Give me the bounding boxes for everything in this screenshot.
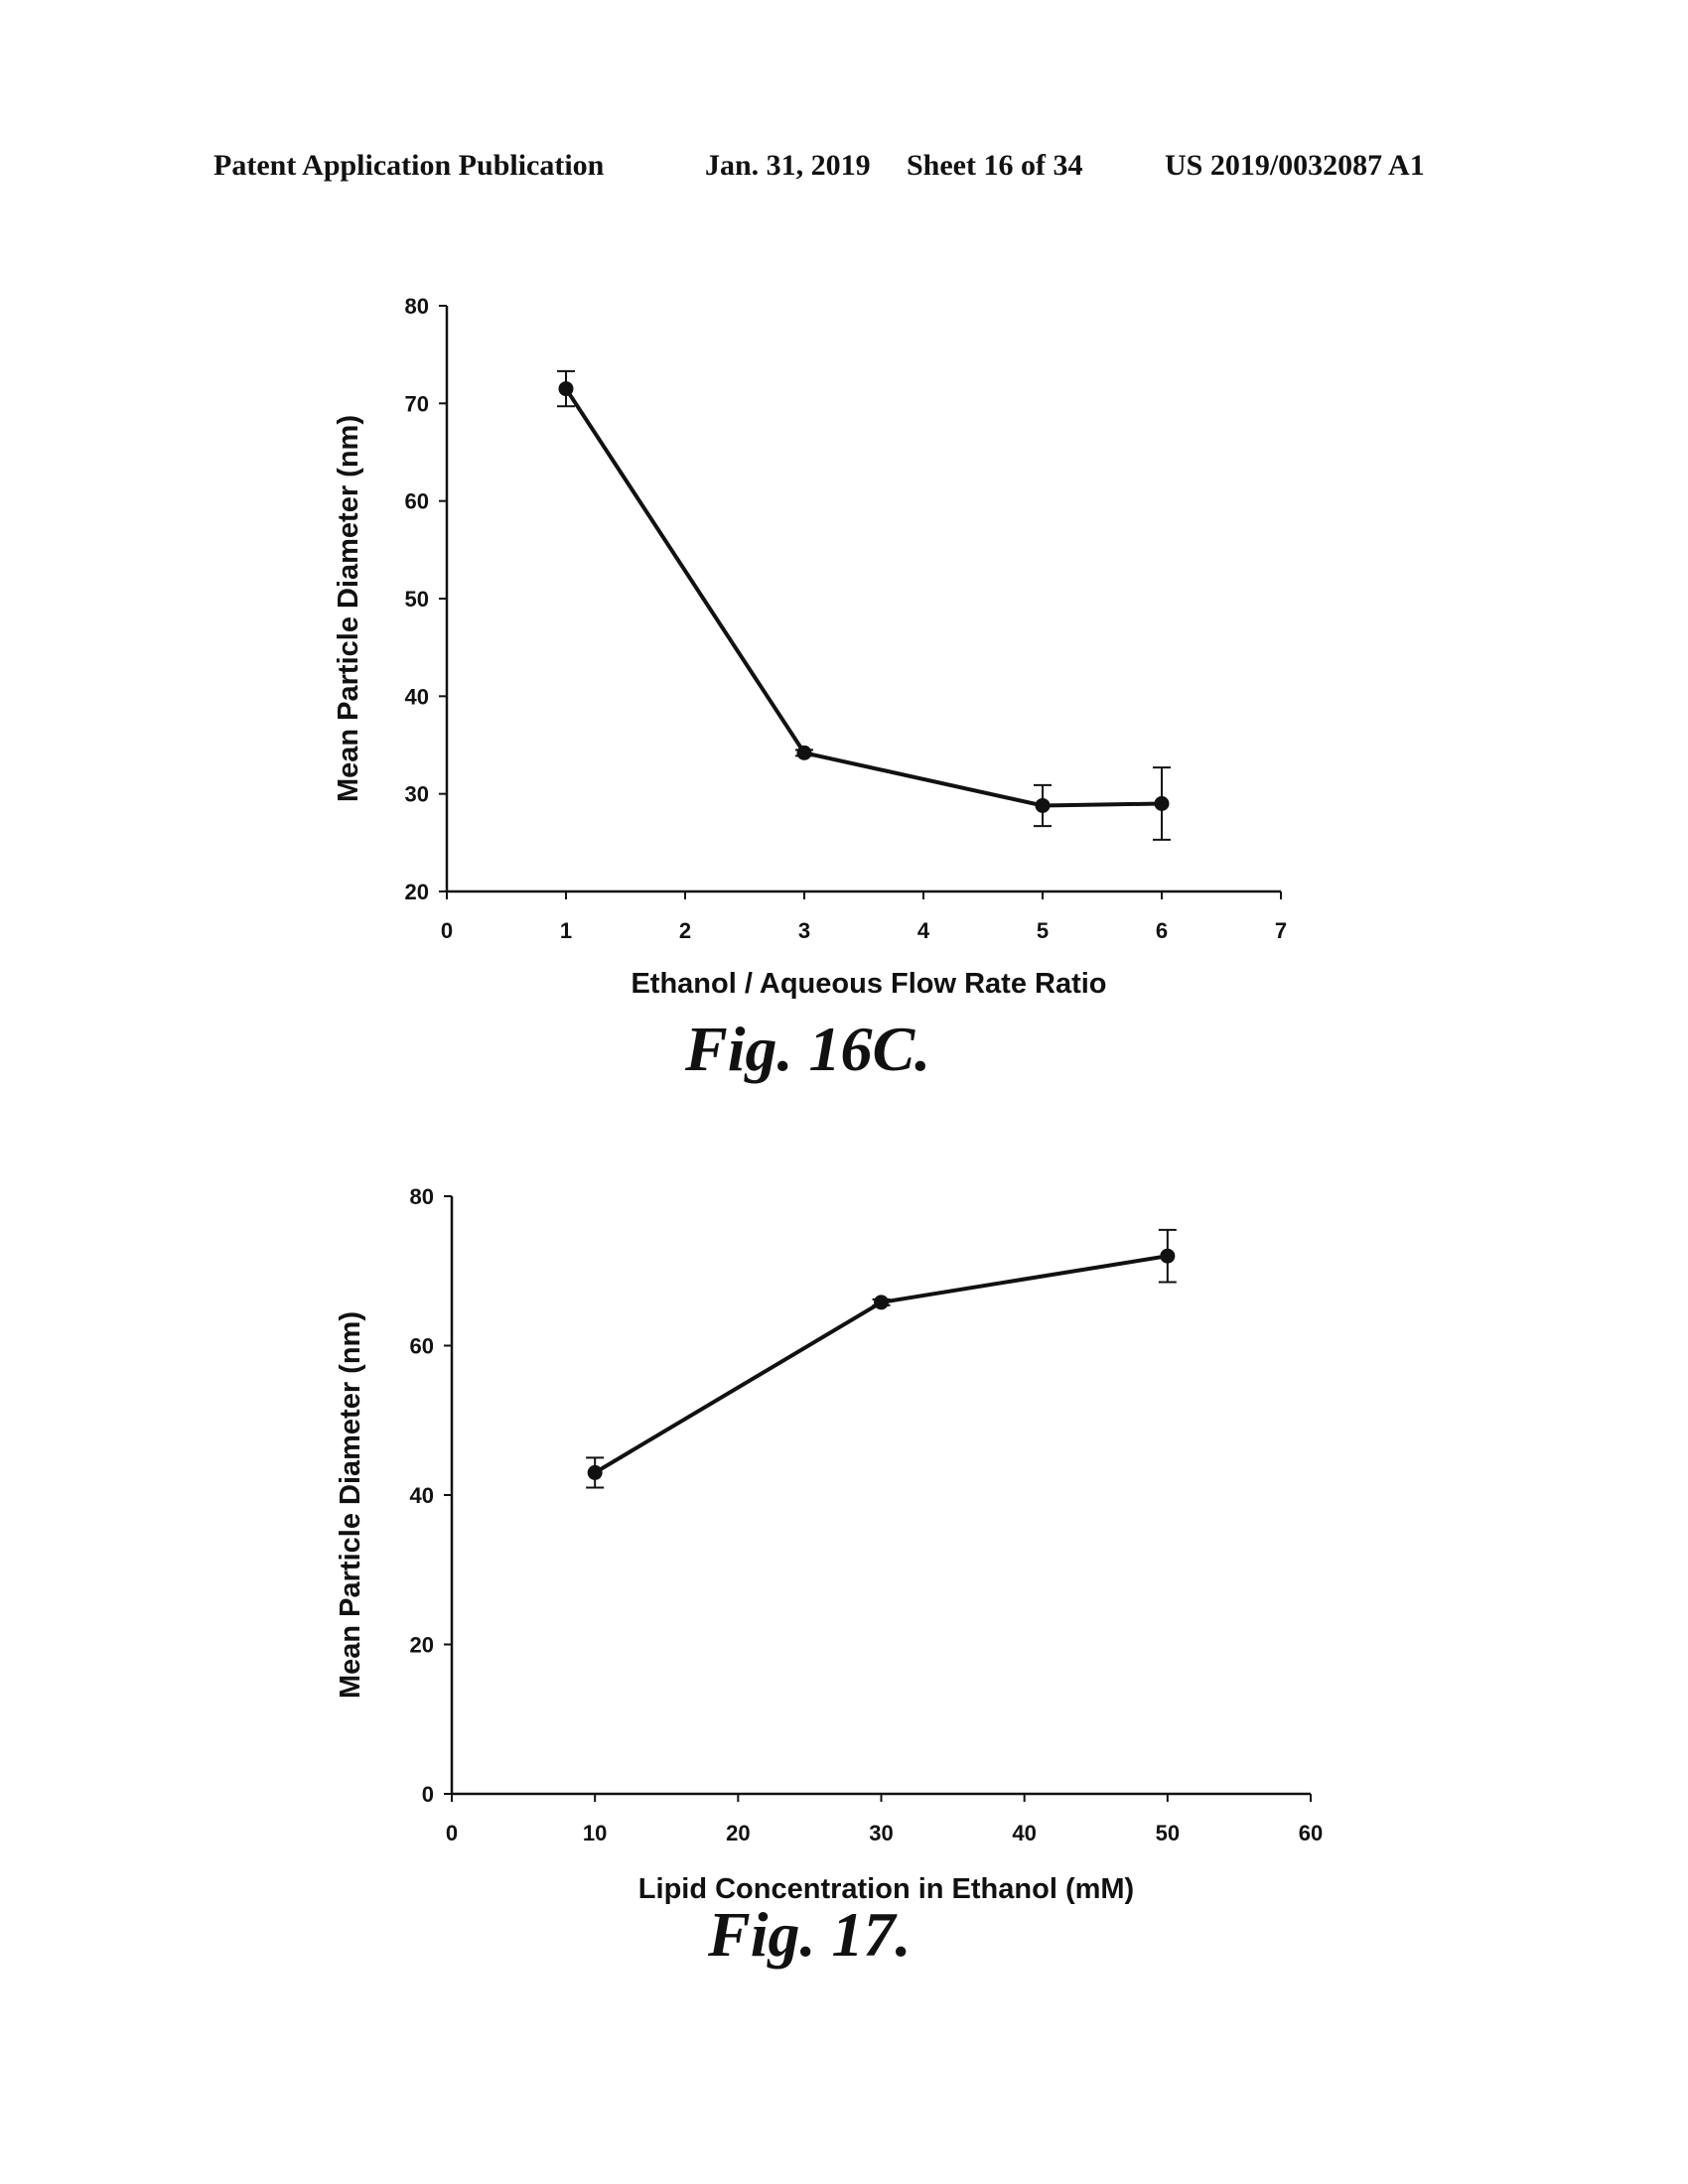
x-tick-label: 0 (446, 1821, 458, 1845)
x-tick-label: 2 (679, 918, 691, 943)
data-point (874, 1295, 889, 1309)
x-tick-label: 6 (1156, 918, 1168, 943)
data-point (1036, 798, 1051, 813)
x-tick-label: 4 (917, 918, 930, 943)
chart-fig-16c: 0 1 2 3 4 5 6 7 20 30 40 50 60 70 80 Ethanol / Aqueous … (0, 278, 1688, 1032)
data-point (559, 381, 574, 396)
y-tick-label: 30 (405, 782, 429, 807)
header-sheet: Sheet 16 of 34 (907, 149, 1082, 183)
y-tick-label: 70 (405, 391, 429, 416)
x-tick-label: 7 (1275, 918, 1287, 943)
x-tick-label: 40 (1012, 1821, 1036, 1845)
y-tick-label: 80 (405, 294, 429, 319)
x-tick-label: 30 (869, 1821, 893, 1845)
y-axis-title: Mean Particle Diameter (nm) (335, 1311, 366, 1699)
data-point (1160, 1249, 1175, 1264)
y-tick-label: 40 (410, 1483, 434, 1508)
x-axis-title: Ethanol / Aqueous Flow Rate Ratio (631, 968, 1106, 1000)
figure-caption-17: Fig. 17. (708, 1898, 911, 1972)
y-tick-label: 40 (405, 684, 429, 709)
y-tick-label: 50 (405, 587, 429, 612)
header-publication: Patent Application Publication (213, 149, 604, 183)
y-tick-label: 60 (405, 489, 429, 514)
x-tick-label: 60 (1299, 1821, 1323, 1845)
chart-fig-17: 0102030405060020406080Lipid Concentratio… (0, 1171, 1688, 1926)
y-tick-label: 80 (410, 1184, 434, 1209)
x-tick-label: 20 (726, 1821, 750, 1845)
y-tick-label: 20 (410, 1633, 434, 1658)
header-publication-number: US 2019/0032087 A1 (1165, 149, 1425, 183)
y-axis-title: Mean Particle Diameter (nm) (333, 415, 364, 802)
data-point (797, 746, 812, 760)
figure-caption-16c: Fig. 16C. (685, 1013, 930, 1086)
series-line (566, 389, 1162, 806)
y-tick-label: 0 (422, 1782, 434, 1807)
series-line (595, 1256, 1168, 1472)
y-tick-label: 60 (410, 1334, 434, 1359)
data-point (588, 1465, 603, 1480)
page-header: Patent Application Publication Jan. 31, … (213, 149, 1475, 189)
data-point (1155, 796, 1170, 811)
y-tick-label: 20 (405, 880, 429, 904)
x-tick-label: 0 (441, 918, 453, 943)
x-tick-label: 5 (1037, 918, 1049, 943)
x-tick-label: 3 (798, 918, 810, 943)
x-tick-label: 10 (583, 1821, 607, 1845)
header-date: Jan. 31, 2019 (705, 149, 871, 183)
x-tick-label: 50 (1156, 1821, 1180, 1845)
x-tick-label: 1 (560, 918, 572, 943)
